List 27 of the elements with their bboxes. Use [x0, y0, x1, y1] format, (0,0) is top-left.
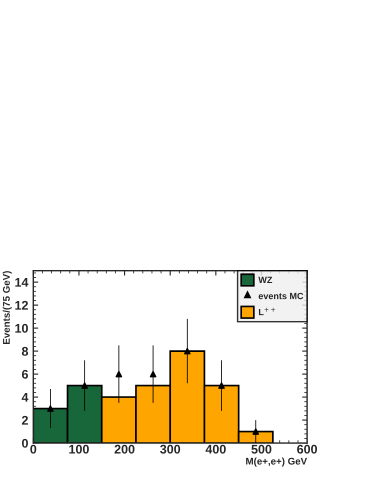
y-tick-label: 10	[15, 324, 28, 333]
x-tick-label: 300	[160, 444, 180, 454]
legend-label: events MC	[258, 292, 304, 300]
x-tick-label: 500	[251, 444, 272, 454]
x-tick-label: 0	[30, 444, 36, 454]
y-tick-label: 12	[15, 300, 28, 310]
point	[47, 405, 54, 412]
point	[184, 348, 191, 354]
x-tick-label: 400	[206, 444, 226, 454]
legend-label: L$^{++}$	[258, 308, 276, 316]
point	[218, 382, 225, 389]
x-tick-label: 200	[114, 444, 134, 454]
point	[252, 428, 260, 435]
x-axis-title: M(e+,e+) GeV	[246, 458, 308, 467]
y-tick-label: 2	[22, 416, 28, 425]
x-tick-label: 100	[69, 444, 89, 454]
point	[116, 370, 122, 378]
y-axis-title: Events/(75 GeV)	[2, 271, 12, 344]
point	[81, 382, 88, 389]
y-tick-label: 8	[22, 346, 28, 356]
point	[150, 370, 156, 378]
y-tick-label: 0	[22, 438, 28, 448]
legend-label: WZ	[258, 276, 272, 284]
y-tick-label: 6	[22, 370, 28, 379]
y-tick-label: 4	[22, 393, 28, 402]
y-tick-label: 14	[15, 278, 28, 287]
x-tick-label: 600	[297, 444, 318, 454]
